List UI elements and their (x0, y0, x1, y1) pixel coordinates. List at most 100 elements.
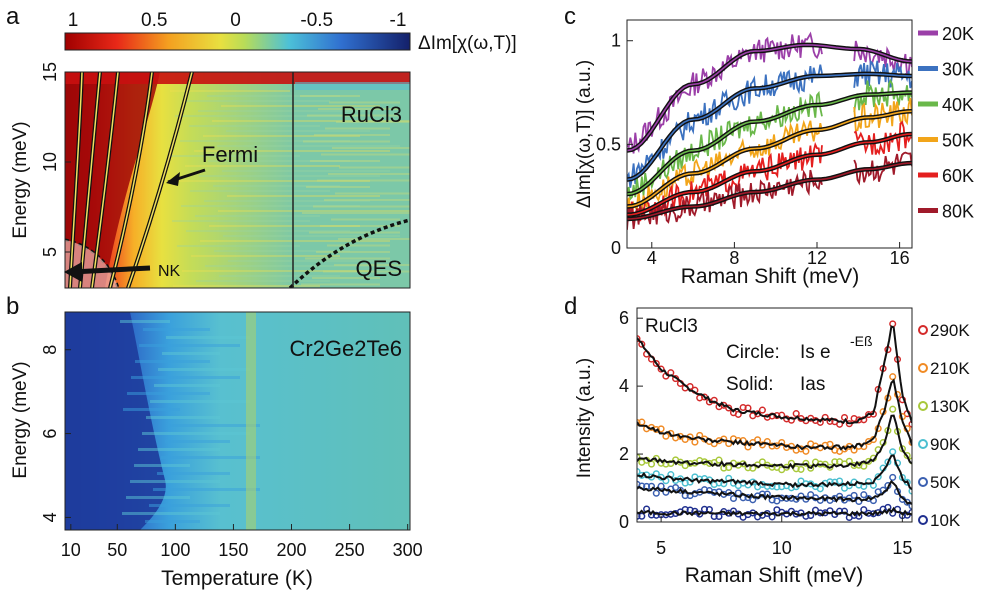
point-50K (889, 473, 897, 481)
heatmap-a-stripe (223, 235, 400, 237)
legend-label-50K: 50K (942, 131, 974, 151)
plot-d-frame (636, 307, 913, 523)
series-40K-fit (627, 91, 912, 195)
point-130K (647, 460, 656, 468)
colorbar-gradient (64, 32, 411, 51)
legend-label-290K: 290K (930, 321, 970, 340)
formula-solid: Solid: Ias (726, 374, 825, 395)
heatmap-a-stripe (318, 108, 400, 110)
point-210K (908, 438, 912, 447)
series-80K-fit (627, 162, 912, 220)
heatmap-a-stripe (196, 280, 330, 282)
heatmap-a-stripe (217, 145, 400, 147)
x-tick-label-c: 8 (729, 248, 739, 268)
formula-circle-expr: Is e (800, 342, 831, 363)
point-90K (836, 477, 844, 485)
sample-label-b: Cr2Ge2Te6 (289, 336, 402, 361)
plot-d-legend: 290K 210K 130K 90K 50K 10K (918, 321, 970, 530)
heatmap-a-stripe (186, 230, 350, 232)
panel-label-b: b (6, 293, 19, 320)
heatmap-a-stripe (300, 95, 360, 97)
heatmap-a-stripe (305, 257, 390, 260)
point-290K (657, 365, 665, 373)
x-tick-label-b: 250 (335, 540, 365, 560)
series-210K-line (637, 378, 912, 451)
point-130K (807, 464, 815, 472)
point-10K (729, 507, 738, 515)
heatmap-b-stripe (138, 448, 220, 451)
x-tick-label-c: 12 (807, 248, 827, 268)
heatmap-a-stripe (314, 134, 390, 136)
heatmap-a-stripe (327, 244, 390, 247)
x-tick-label-b: 300 (393, 540, 423, 560)
legend-marker-50K (918, 477, 928, 487)
y-tick-label-d: 0 (619, 512, 629, 532)
heatmap-b-stripe (166, 336, 250, 339)
heatmap-a-stripe (301, 283, 380, 286)
y-tick-label-c: 1 (611, 31, 621, 51)
heatmap-a-stripe (185, 165, 340, 167)
heatmap-a-stripe (302, 212, 410, 214)
legend-label-50K: 50K (930, 473, 961, 492)
heatmap-a-stripe (310, 160, 380, 162)
heatmap-a-stripe (227, 195, 380, 197)
heatmap-b-frame (64, 311, 411, 531)
heatmap-a-stripe (335, 192, 410, 195)
heatmap-b-stripe (146, 416, 220, 419)
heatmap-a-stripe (214, 250, 350, 252)
heatmap-b-stripe (120, 320, 170, 323)
heatmap-a-stripe (222, 170, 390, 172)
heatmap-b-stripe (134, 464, 190, 467)
legend-label-80K: 80K (942, 202, 974, 222)
point-10K (638, 512, 646, 520)
heatmap-b-stripe (169, 424, 260, 427)
heatmap-a-stripe (203, 135, 360, 137)
legend-label-30K: 30K (942, 60, 974, 80)
sample-label-a: RuCl3 (341, 102, 402, 127)
point-290K (816, 418, 824, 426)
point-290K (826, 417, 834, 425)
heatmap-a-stripe (334, 264, 410, 266)
colorbar-tick-label: -1 (390, 10, 407, 31)
heatmap-a-stripe (198, 110, 370, 112)
heatmap-a-stripe (170, 90, 290, 92)
colorbar-tick-label: 1 (68, 10, 79, 31)
heatmap-a-stripe (329, 101, 400, 104)
series-290K-line (637, 325, 912, 425)
plot-c-series (627, 31, 912, 230)
heatmap-a-stripe (208, 160, 350, 162)
colorbar-ticks: 1 0.5 0 -0.5 -1 (68, 10, 407, 31)
y-tick-label-a: 10 (40, 152, 60, 172)
heatmap-a-stripe (194, 150, 390, 152)
legend-label-90K: 90K (930, 435, 961, 454)
formula-solid-label: Solid: (726, 374, 774, 395)
legend-label-130K: 130K (930, 397, 970, 416)
y-tick-label-d: 2 (619, 444, 629, 464)
heatmap-b-y-ticks: 4 6 8 (40, 345, 71, 522)
legend-marker-90K (918, 439, 928, 449)
point-90K (816, 485, 824, 493)
series-10K-line (637, 506, 912, 517)
x-tick-label-b: 10 (61, 540, 81, 560)
qes-boundary (288, 218, 410, 288)
y-axis-label-b: Energy (meV) (10, 361, 31, 478)
heatmap-b-stripe (126, 496, 190, 499)
heatmap-a-stripe (175, 115, 360, 117)
heatmap-b-stripe (145, 520, 200, 523)
heatmap-a-stripe (321, 153, 410, 156)
colorbar-tick-label: 0 (230, 10, 241, 31)
heatmap-b-cold-region (65, 312, 166, 530)
point-130K (667, 459, 675, 468)
heatmap-a-stripe (324, 199, 410, 201)
point-290K (734, 410, 742, 418)
heatmap-a-texture (170, 90, 410, 287)
series-50K-line (637, 479, 912, 505)
plot-c-frame (626, 19, 913, 249)
formula-solid-expr: Ias (800, 374, 825, 395)
y-tick-label-c: 0.5 (596, 134, 621, 154)
heatmap-a-stripe (316, 251, 390, 253)
annotation-nk: NK (158, 263, 181, 280)
x-tick-label-d: 15 (892, 538, 912, 558)
heatmap-a-stripe (184, 100, 330, 102)
